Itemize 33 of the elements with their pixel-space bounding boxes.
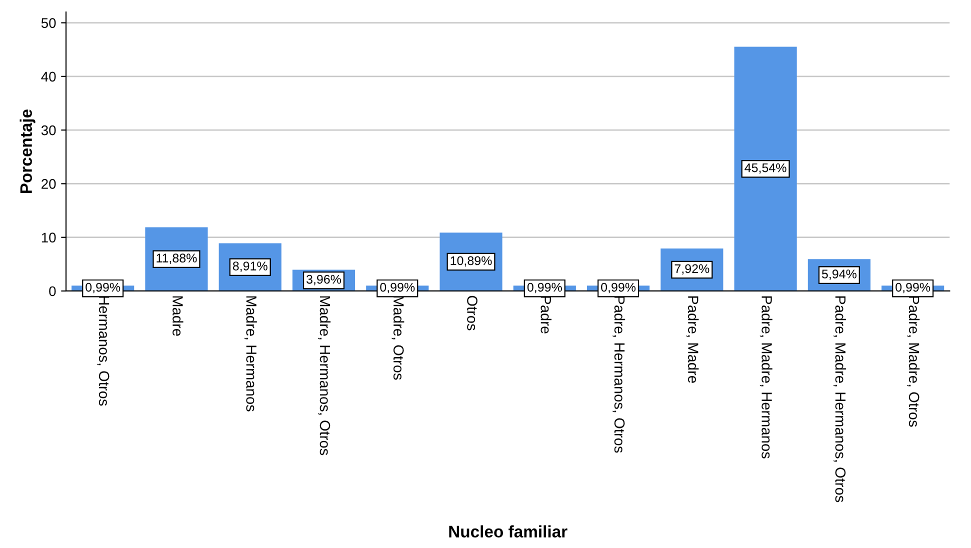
- data-label: 7,92%: [674, 264, 710, 275]
- x-tick-label: Otros: [467, 296, 478, 330]
- data-label: 0,99%: [380, 282, 415, 294]
- data-label: 0,99%: [527, 282, 562, 294]
- x-tick-label: Padre, Madre, Hermanos: [760, 296, 772, 458]
- data-label: 3,96%: [306, 274, 342, 286]
- y-tick-label: 50: [41, 18, 56, 28]
- x-tick-label: Padre, Madre, Otros: [907, 296, 920, 427]
- x-tick-label: Padre, Hermanos, Otros: [612, 296, 626, 453]
- y-tick-label: 10: [42, 232, 56, 243]
- y-axis-title: Porcentaje: [20, 109, 36, 194]
- x-tick-label: Madre, Otros: [392, 296, 404, 380]
- y-tick-label: 30: [41, 125, 56, 136]
- y-tick-label: 20: [42, 179, 56, 189]
- data-label: 11,88%: [156, 254, 197, 264]
- bar: [734, 46, 797, 291]
- data-label: 0,99%: [601, 282, 636, 294]
- data-label: 0,99%: [86, 282, 120, 294]
- x-tick-label: Madre, Hermanos: [244, 296, 257, 412]
- x-tick-label: Padre, Madre, Hermanos, Otros: [834, 296, 846, 502]
- data-label: 8,91%: [232, 262, 268, 272]
- x-tick-label: Hermanos, Otros: [97, 296, 110, 406]
- x-tick-label: Padre: [540, 296, 552, 334]
- data-label: 0,99%: [896, 282, 930, 294]
- x-tick-label: Padre, Madre: [686, 296, 699, 383]
- x-tick-label: Madre, Hermanos, Otros: [318, 296, 331, 456]
- x-axis-title: Nucleo familiar: [449, 525, 568, 538]
- data-label: 45,54%: [744, 163, 786, 174]
- y-tick-label: 40: [41, 72, 56, 82]
- x-tick-label: Madre: [172, 296, 184, 336]
- data-label: 10,89%: [450, 256, 492, 267]
- y-tick-label: 0: [49, 286, 56, 296]
- data-label: 5,94%: [822, 270, 856, 280]
